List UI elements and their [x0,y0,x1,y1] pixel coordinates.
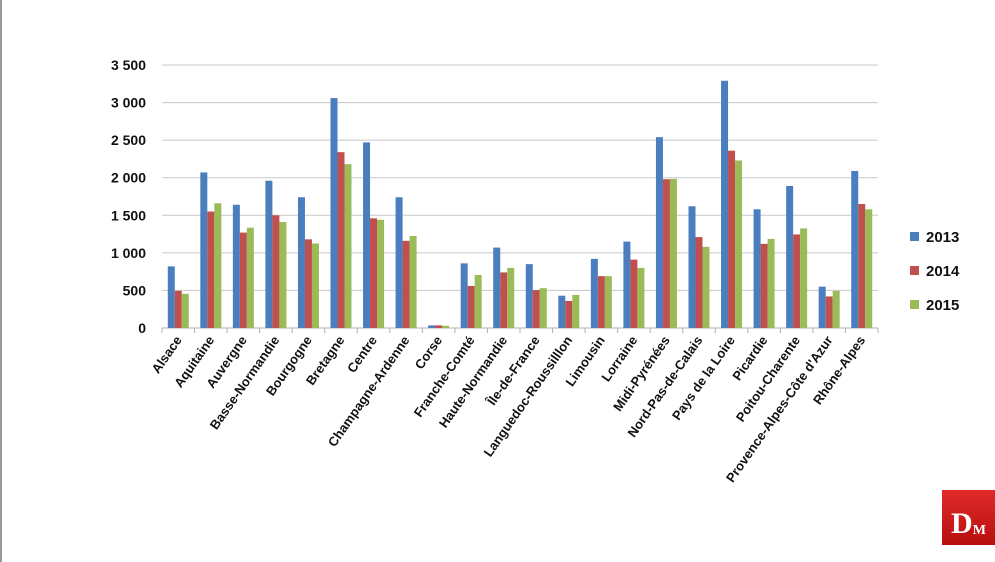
bars [167,80,873,328]
bar-2013 [330,98,338,328]
bar-2015 [865,209,873,328]
bar-2015 [702,246,710,328]
bar-2013 [200,172,208,328]
y-axis-ticks: 0 500 1 000 1 500 2 000 2 500 3 000 3 500 [111,57,146,336]
bar-2013 [232,204,240,328]
bar-2013 [688,206,696,328]
y-tick-label: 2 500 [111,132,146,148]
bar-2013 [167,266,175,328]
bar-2014 [793,234,801,328]
bar-2014 [467,285,475,328]
bar-2013 [265,180,273,328]
bar-2013 [851,170,859,328]
bar-2013 [721,80,729,328]
bar-2014 [760,243,768,328]
bar-2013 [428,325,436,328]
logo-letter-m: M [972,523,986,538]
bar-2013 [655,137,663,328]
bar-2015 [344,164,352,328]
bar-2013 [818,286,826,328]
legend-swatch-2014 [910,266,919,275]
window-border [0,0,2,562]
bar-2013 [525,264,533,328]
bar-2014 [272,215,280,328]
bar-2013 [590,258,598,328]
bar-2014 [597,276,605,328]
bar-2014 [825,296,833,328]
y-tick-label: 3 000 [111,95,146,111]
bar-2013 [460,263,468,328]
bar-2015 [637,267,645,328]
bar-2013 [558,295,566,328]
bar-2013 [297,197,305,328]
bar-2013 [493,247,501,328]
legend-label: 2014 [926,263,960,280]
bar-2013 [395,197,403,328]
bar-2014 [370,218,378,328]
x-axis-labels: AlsaceAquitaineAuvergneBasse-NormandieBo… [148,333,868,485]
y-tick-label: 3 500 [111,57,146,73]
bar-2014 [435,325,443,328]
bar-2015 [181,293,189,328]
bar-2013 [363,142,371,328]
legend-label: 2013 [926,229,959,246]
bar-2015 [246,227,254,328]
bar-2014 [239,232,247,328]
bar-2014 [565,300,573,328]
bar-2013 [623,241,631,328]
bar-2015 [279,222,287,328]
bar-2015 [800,228,808,328]
bar-2014 [532,290,540,328]
bar-2013 [786,185,794,328]
bar-2015 [604,276,612,328]
bar-2014 [207,211,215,328]
y-tick-label: 1 000 [111,245,146,261]
x-category-label: Corse [412,333,445,372]
bar-2015 [214,203,222,328]
legend-label: 2015 [926,297,959,314]
bar-2014 [337,152,345,328]
bar-2015 [442,325,450,328]
y-tick-label: 500 [123,282,147,298]
bar-2015 [735,160,743,328]
bar-2014 [174,290,182,328]
bar-2015 [474,275,482,328]
bar-2015 [572,294,580,328]
bar-2015 [767,238,775,328]
bar-2013 [753,209,761,328]
bar-2014 [304,239,312,328]
legend-swatch-2013 [910,232,919,241]
bar-2014 [402,240,410,328]
bar-2015 [539,288,547,328]
bar-2015 [409,235,417,328]
bar-2014 [500,272,508,328]
bar-2015 [507,267,515,328]
bar-2014 [630,259,638,328]
bar-2014 [662,179,670,328]
logo-letter-d: D [951,507,973,540]
bar-2015 [669,178,677,328]
legend: 2013 2014 2015 [910,229,960,314]
bar-2014 [858,204,866,328]
bar-2014 [695,237,703,328]
y-tick-label: 0 [138,320,146,336]
y-tick-label: 1 500 [111,207,146,223]
bar-2015 [311,243,319,328]
bar-2014 [728,150,736,328]
y-tick-label: 2 000 [111,170,146,186]
bar-2015 [832,290,840,328]
legend-swatch-2015 [910,300,919,309]
bar-2015 [377,219,385,328]
